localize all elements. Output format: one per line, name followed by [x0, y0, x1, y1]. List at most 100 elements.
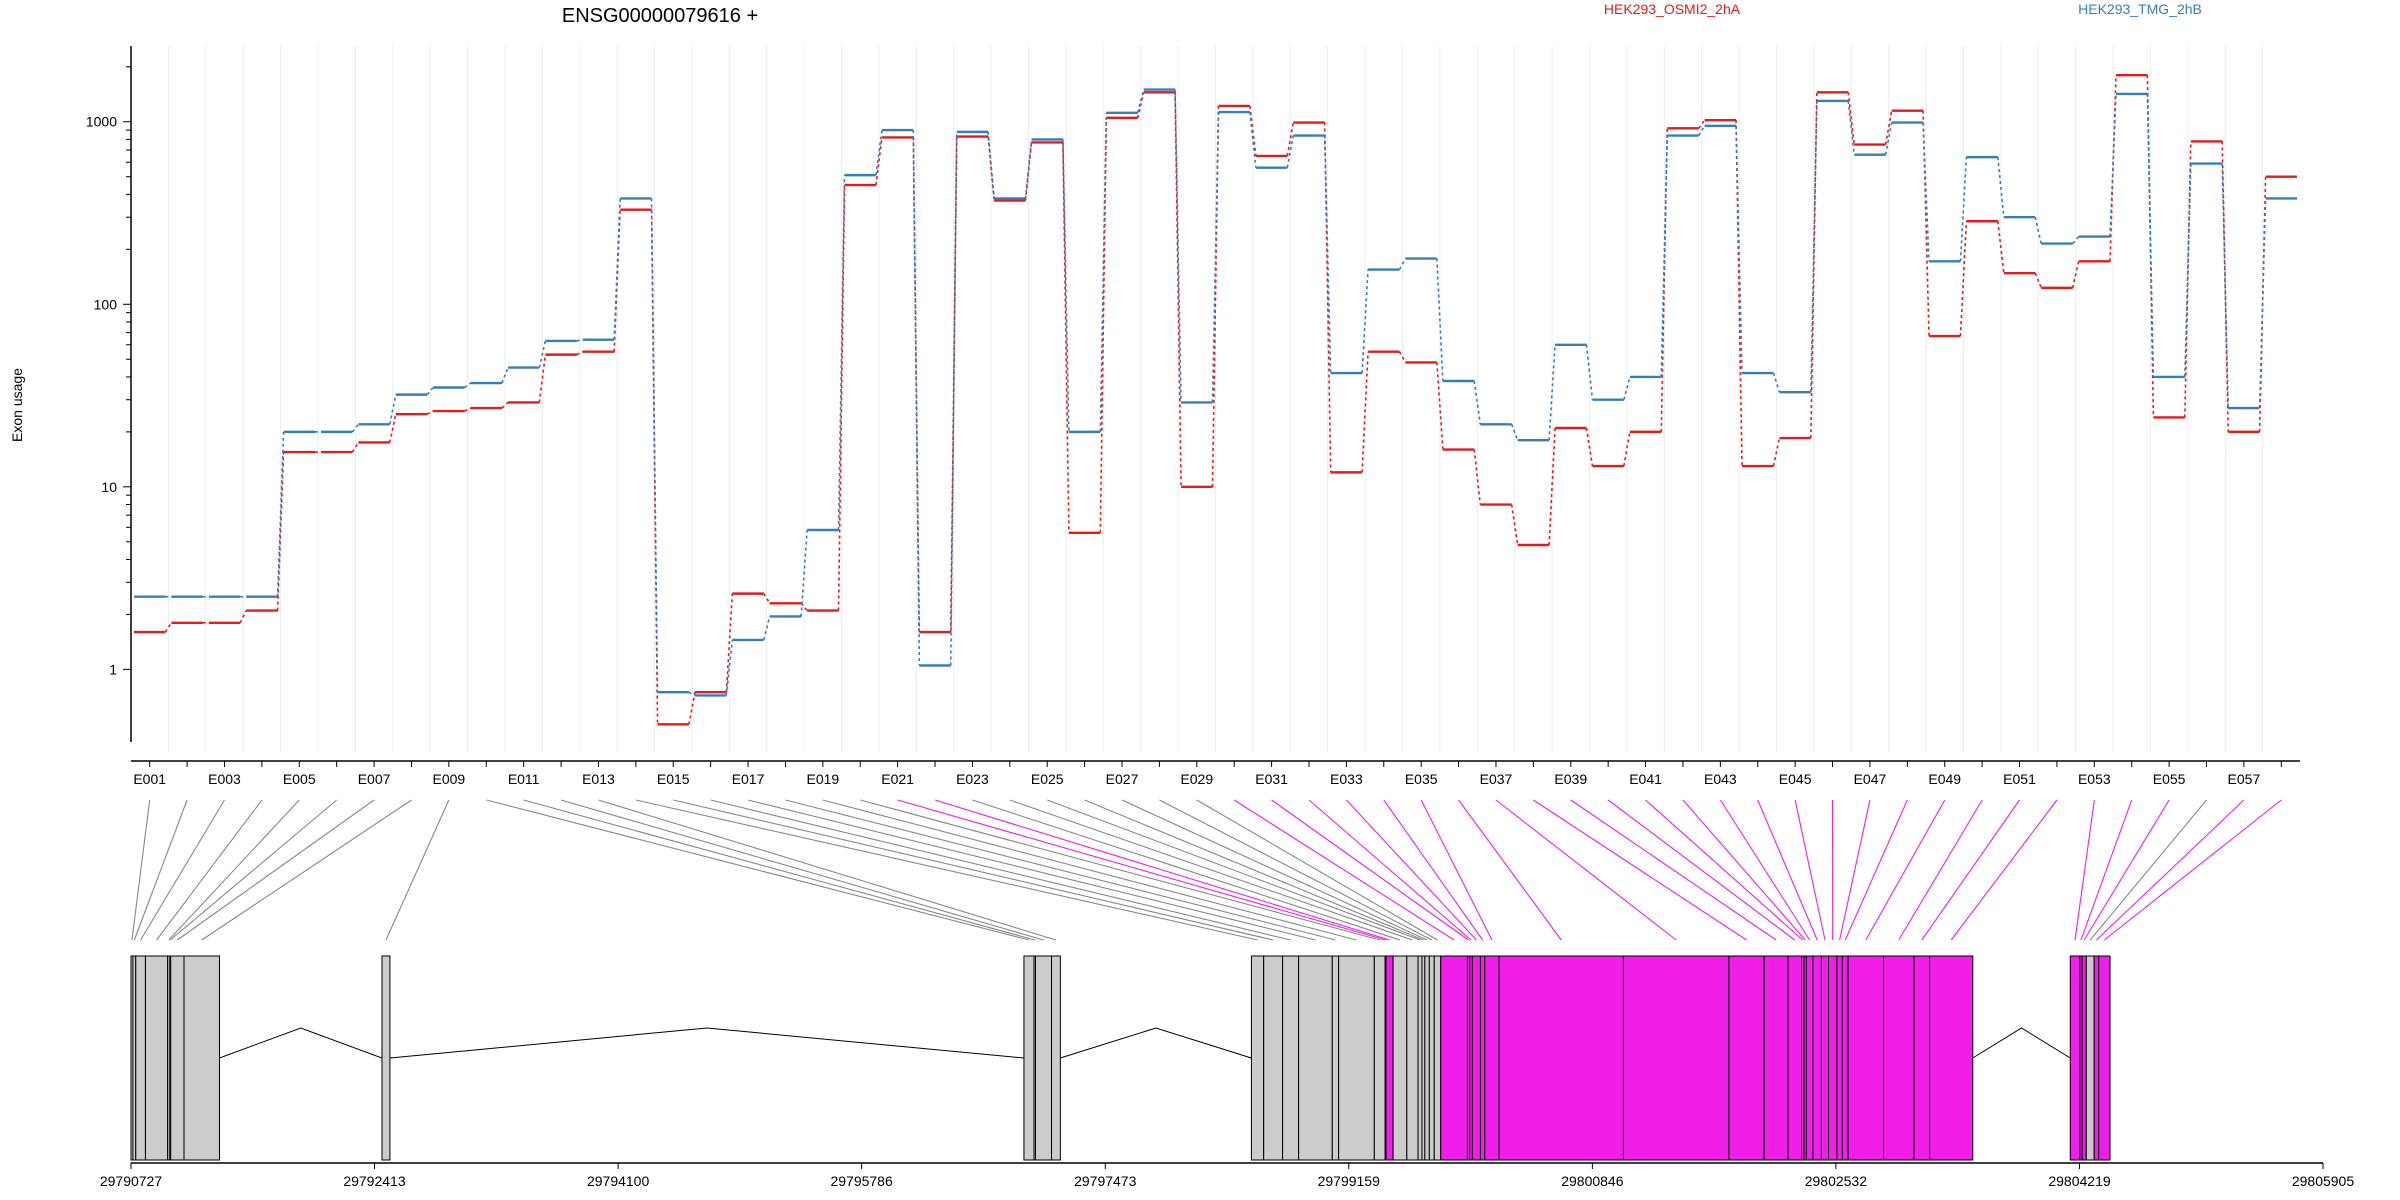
exon-connectors — [131, 799, 2282, 941]
x-tick-label: E051 — [2003, 771, 2036, 787]
exon-value-connector — [538, 354, 547, 403]
exon-connector — [598, 799, 1057, 941]
exon-connector — [785, 799, 1336, 941]
genomic-tick-label: 29804219 — [2048, 1173, 2111, 1189]
exon-connector — [1009, 799, 1413, 941]
y-axis-label: Exon usage — [9, 368, 25, 442]
exon-block — [1913, 955, 1931, 1161]
x-tick-label: E019 — [806, 771, 839, 787]
exon-connector — [1233, 799, 1455, 941]
exon-value-connector — [912, 130, 921, 666]
x-tick-label: E053 — [2078, 771, 2111, 787]
exon-block — [2098, 955, 2111, 1161]
exon-value-connector — [1024, 142, 1033, 201]
exon-connector — [673, 799, 1274, 941]
exon-block — [1250, 955, 1265, 1161]
exon-value-connector — [1323, 122, 1332, 473]
exon-value-connector — [1062, 139, 1070, 432]
exon-connector — [201, 799, 412, 941]
exon-block — [1051, 955, 1061, 1161]
exon-value-connector — [2034, 272, 2042, 289]
exon-block — [2069, 955, 2081, 1161]
exon-block — [1479, 955, 1486, 1161]
exon-value-connector — [576, 338, 583, 342]
exon-value-connector — [1099, 112, 1108, 432]
exon-block — [1883, 955, 1915, 1161]
exon-value-connector — [837, 175, 846, 531]
exon-connector — [1383, 799, 1484, 941]
exon-block — [1417, 955, 1423, 1161]
exon-value-connector — [351, 423, 360, 433]
x-tick-label: E049 — [1928, 771, 1961, 787]
x-tick-label: E047 — [1854, 771, 1887, 787]
x-tick-label: E021 — [881, 771, 914, 787]
exon-block — [1763, 955, 1789, 1161]
exon-block — [1023, 955, 1035, 1161]
exon-value-connector — [1660, 135, 1669, 377]
series-2 — [134, 88, 2297, 697]
exon-connector — [1271, 799, 1469, 941]
exon-block — [1282, 955, 1300, 1161]
exon-connector — [385, 799, 450, 941]
exon-value-connector — [2071, 261, 2080, 289]
exon-block — [1929, 955, 1974, 1161]
chart-title: ENSG00000079616 + — [562, 5, 758, 27]
exon-connector — [1308, 799, 1472, 941]
x-tick-label: E043 — [1704, 771, 1737, 787]
x-tick-label: E039 — [1554, 771, 1587, 787]
x-tick-label: E011 — [508, 771, 540, 787]
exon-block — [144, 955, 169, 1161]
exon-value-connector — [1997, 221, 2005, 274]
exon-block — [1847, 955, 1885, 1161]
exon-connector — [2083, 799, 2170, 941]
exon-connector — [140, 799, 225, 941]
exon-block — [1424, 955, 1430, 1161]
x-tick-label: E033 — [1330, 771, 1363, 787]
exon-value-connector — [501, 401, 509, 409]
exon-value-connector — [1361, 351, 1369, 473]
exon-connector — [1607, 799, 1796, 941]
exon-connector — [156, 799, 263, 941]
exon-value-connector — [1847, 92, 1856, 145]
exon-connector — [934, 799, 1390, 941]
exon-connector — [635, 799, 1258, 941]
intron-line — [1972, 1027, 2071, 1059]
exon-value-connector — [1735, 120, 1743, 467]
exon-block — [2085, 955, 2095, 1161]
x-tick-label: E017 — [732, 771, 765, 787]
exon-block — [1787, 955, 1803, 1161]
exon-block — [1331, 955, 1340, 1161]
exon-connector — [1345, 799, 1477, 941]
exon-value-connector — [538, 340, 547, 368]
genomic-tick-label: 29797473 — [1074, 1173, 1137, 1189]
exon-value-connector — [1959, 157, 1968, 262]
exon-value-connector — [388, 394, 397, 425]
exon-connector — [168, 799, 300, 941]
exon-value-connector — [1623, 376, 1631, 400]
exon-value-connector — [1959, 221, 1968, 337]
exon-connector — [2104, 799, 2282, 941]
exon-connector — [131, 799, 151, 941]
exon-value-connector — [949, 131, 958, 666]
exon-value-connector — [1361, 269, 1369, 374]
series-lines — [134, 73, 2297, 726]
exon-block — [1836, 955, 1843, 1161]
exon-value-connector — [351, 442, 360, 453]
x-tick-label: E055 — [2153, 771, 2186, 787]
exon-value-connector — [800, 529, 808, 617]
exon-value-connector — [800, 602, 808, 612]
intron-line — [1060, 1027, 1252, 1059]
x-tick-label: E035 — [1405, 771, 1438, 787]
exon-value-connector — [239, 610, 247, 624]
genomic-axis: 29790727 29792413 29794100 29795786 29797473… — [100, 1162, 2354, 1189]
intron-line — [389, 1027, 1024, 1059]
exon-connector — [1719, 799, 1811, 941]
exon-connector — [2080, 799, 2133, 941]
exon-connector — [2074, 799, 2095, 941]
exon-connector — [860, 799, 1380, 941]
exon-value-connector — [1997, 157, 2005, 218]
exon-connector — [1084, 799, 1424, 941]
exon-connector — [822, 799, 1357, 941]
y-tick-label: 10 — [101, 479, 117, 495]
exon-connector — [169, 799, 338, 941]
